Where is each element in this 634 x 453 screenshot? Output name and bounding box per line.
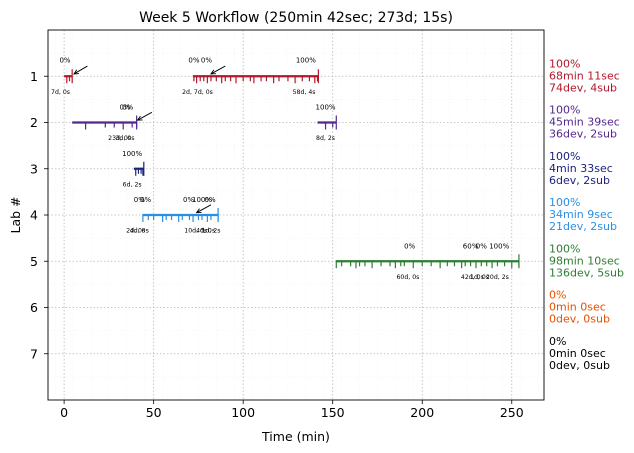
lab4-percent-label: 0% — [204, 196, 215, 204]
lab1-percent-label: 0% — [59, 56, 70, 64]
annotation-arrow — [73, 65, 88, 75]
lab2-percent-label: 100% — [316, 104, 336, 112]
lab1-percent-label: 0% — [188, 56, 199, 64]
y-tick-label: 7 — [30, 346, 38, 361]
lab5-count-label: 20d, 2s — [486, 274, 509, 281]
grid-lines — [48, 30, 544, 400]
x-tick-label: 50 — [146, 405, 162, 420]
lab3-summary-line: 4min 33sec — [549, 162, 613, 175]
chart-title: Week 5 Workflow (250min 42sec; 273d; 15s… — [139, 10, 453, 26]
lab5-percent-label: 0% — [404, 242, 415, 250]
annotation-arrow — [196, 204, 212, 214]
y-axis-ticks: 1 2 3 4 5 6 7 — [30, 69, 48, 361]
x-tick-label: 0 — [60, 405, 68, 420]
lab4-count-label: 10d, 0s — [184, 228, 207, 235]
annotation-arrow — [137, 111, 153, 121]
x-tick-label: 100 — [231, 405, 255, 420]
lab5-count-label: 60d, 0s — [396, 274, 419, 281]
lab6-summary-line: 0min 0sec — [549, 301, 606, 314]
lab2-count-label: 3d, 0s — [116, 135, 135, 142]
lab5-count-label: 1d, 0s — [470, 274, 489, 281]
lab3-summary-line: 6dev, 2sub — [549, 174, 610, 187]
lab1-count-label: 2d, 7d, 0s — [182, 89, 213, 96]
y-tick-label: 1 — [30, 69, 38, 84]
lab4-count-label: 4d, 0s — [130, 228, 149, 235]
data-marks: 0% 0% 0% 100%7d, 0s 2d, 7d, 0s 58d, 4s0%0% 100… — [51, 56, 520, 281]
lab4-percent-label: 100% — [192, 196, 212, 204]
lab5-summary-line: 136dev, 5sub — [549, 266, 624, 279]
annotation-arrow — [210, 65, 226, 75]
lab7-summary-line: 0% — [549, 335, 566, 348]
lab5-percent-label: 60% — [463, 242, 479, 250]
lab5-percent-label: 100% — [489, 242, 509, 250]
lab1-percent-label: 0% — [201, 56, 212, 64]
lab4-count-label: 1d, 2s — [201, 228, 220, 235]
y-tick-label: 4 — [30, 208, 38, 223]
lab4-count-label: 2d, 0s — [126, 228, 145, 235]
y-tick-label: 5 — [30, 254, 38, 269]
x-axis-ticks: 0 50 100 150 200 250 — [60, 400, 524, 420]
lab2-count-label: 8d, 2s — [316, 135, 335, 142]
lab3-summary-line: 100% — [549, 150, 580, 163]
lab4-percent-label: 0% — [140, 196, 151, 204]
lab2-summary-line: 45min 39sec — [549, 116, 620, 129]
lab4-percent-label: 0% — [134, 196, 145, 204]
lab1-summary-line: 74dev, 4sub — [549, 81, 617, 94]
x-tick-label: 150 — [321, 405, 345, 420]
lab5-count-label: 42d, 0s — [461, 274, 484, 281]
lab3-percent-label: 100% — [122, 150, 142, 158]
y-axis-label: Lab # — [8, 196, 23, 233]
lab5-summary-line: 100% — [549, 242, 580, 255]
annotation-arrowhead — [210, 69, 216, 75]
x-tick-label: 200 — [410, 405, 434, 420]
lab4-percent-label: 0% — [183, 196, 194, 204]
y-tick-label: 3 — [30, 161, 38, 176]
annotation-arrowhead — [73, 69, 79, 75]
lab6-summary-line: 0dev, 0sub — [549, 313, 610, 326]
annotation-arrowhead — [195, 208, 202, 214]
x-axis-label: Time (min) — [261, 429, 330, 444]
y-tick-label: 6 — [30, 300, 38, 315]
lab5-percent-label: 0% — [476, 242, 487, 250]
lab7-summary-line: 0min 0sec — [549, 347, 606, 360]
annotation-arrowhead — [136, 115, 143, 121]
lab1-summary-line: 68min 11sec — [549, 69, 620, 82]
lab4-summary-line: 21dev, 2sub — [549, 220, 617, 233]
lab1-count-label: 7d, 0s — [51, 89, 70, 96]
lab2-percent-label: 0% — [122, 104, 133, 112]
lab4-summary-line: 34min 9sec — [549, 208, 613, 221]
lab2-percent-label: 0% — [119, 104, 130, 112]
lab2-summary-line: 100% — [549, 104, 580, 117]
lab4-count-label: 4d, 0s — [196, 228, 215, 235]
lab5-summary-line: 98min 10sec — [549, 254, 620, 267]
lab1-percent-label: 100% — [296, 56, 316, 64]
lab6-summary-line: 0% — [549, 289, 566, 302]
y-tick-label: 2 — [30, 115, 38, 130]
lab1-count-label: 58d, 4s — [293, 89, 316, 96]
lab2-summary-line: 36dev, 2sub — [549, 128, 617, 141]
lab3-count-label: 6d, 2s — [123, 181, 142, 188]
lab1-summary-line: 100% — [549, 57, 580, 70]
lab2-count-label: 23d, 0s — [108, 135, 131, 142]
lab7-summary-line: 0dev, 0sub — [549, 359, 610, 372]
x-tick-label: 250 — [500, 405, 524, 420]
lab4-summary-line: 100% — [549, 196, 580, 209]
